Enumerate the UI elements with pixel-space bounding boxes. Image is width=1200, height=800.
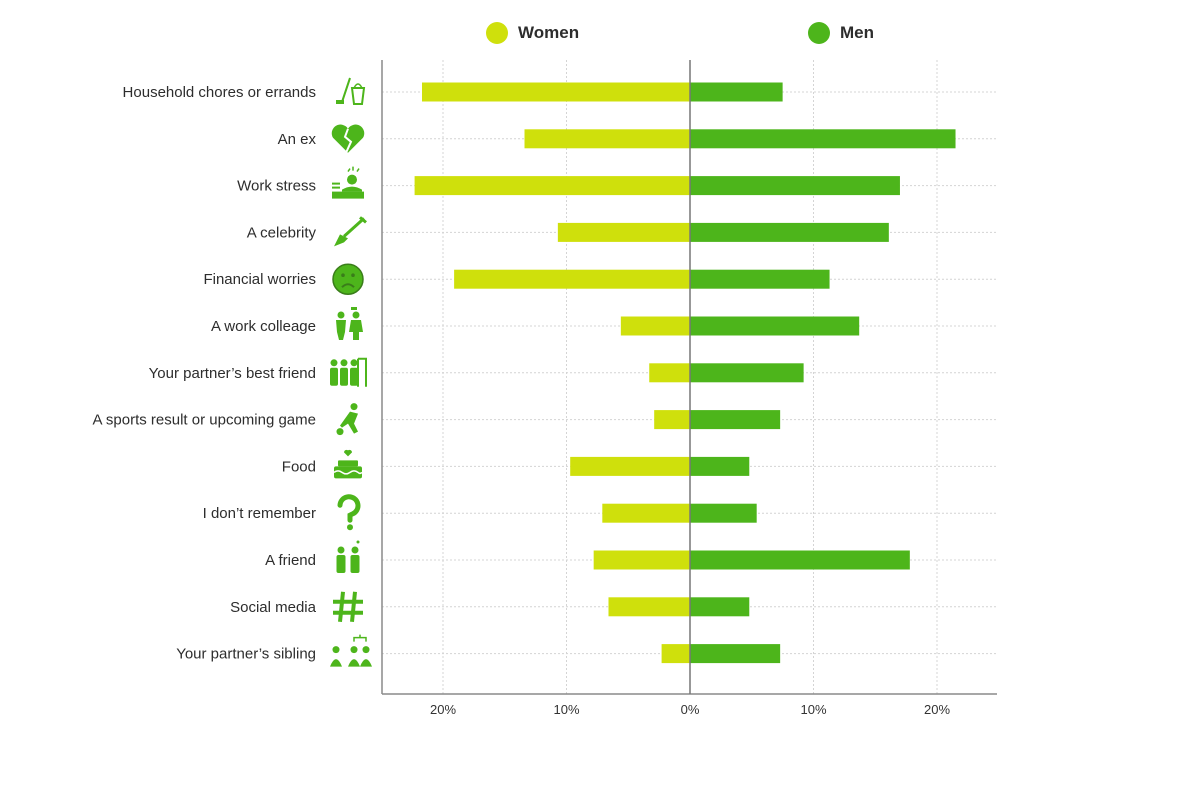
bar-men: [690, 410, 781, 430]
category-label: Financial worries: [203, 271, 316, 288]
bar-men: [690, 550, 910, 570]
bar-women: [422, 82, 690, 102]
bar-men: [690, 644, 781, 664]
family-tree-icon: [330, 634, 372, 667]
bar-women: [414, 176, 690, 196]
stressed-worker-at-desk-icon: [332, 166, 364, 199]
bar-men: [690, 222, 889, 242]
category-label: A friend: [265, 552, 316, 569]
bar-men: [690, 597, 750, 617]
group-of-friends-icon: [330, 357, 367, 387]
bar-layer: [414, 82, 956, 664]
bar-women: [593, 550, 690, 570]
bar-women: [608, 597, 690, 617]
category-label: Your partner’s sibling: [176, 646, 316, 663]
category-label: A celebrity: [247, 224, 317, 241]
bar-men: [690, 176, 900, 196]
legend-label-women: Women: [518, 23, 580, 42]
category-label-layer: Household chores or errands An ex Work str…: [93, 84, 317, 663]
bar-men: [690, 129, 956, 149]
bar-men: [690, 363, 804, 383]
x-tick-label: 10%: [800, 702, 826, 717]
footballer-icon: [336, 403, 358, 436]
category-label: Social media: [230, 599, 317, 616]
mop-and-bucket-icon: [336, 77, 366, 105]
category-label: A sports result or upcoming game: [93, 412, 316, 429]
sad-face-icon: [332, 263, 364, 295]
guitar-icon: [334, 216, 367, 247]
x-tick-label: 0%: [681, 702, 700, 717]
bar-men: [690, 269, 830, 289]
bar-women: [654, 410, 690, 430]
bar-women: [524, 129, 690, 149]
bar-women: [557, 222, 690, 242]
bar-women: [570, 456, 690, 476]
category-label: Your partner’s best friend: [149, 365, 316, 382]
bar-women: [661, 644, 690, 664]
women-swatch: [486, 22, 508, 44]
category-label: Work stress: [237, 178, 316, 195]
bar-women: [620, 316, 690, 336]
bar-men: [690, 503, 757, 523]
bar-women: [602, 503, 690, 523]
two-friends-icon: [336, 540, 360, 573]
legend-item-men: Men: [808, 22, 874, 44]
x-tick-label: 10%: [553, 702, 579, 717]
category-label: A work colleage: [211, 318, 316, 335]
colleagues-icon: [336, 307, 363, 340]
bar-women: [454, 269, 690, 289]
legend-item-women: Women: [486, 22, 579, 44]
category-label: Food: [282, 458, 316, 475]
category-label: An ex: [278, 131, 317, 148]
x-tick-label: 20%: [924, 702, 950, 717]
category-label: I don’t remember: [203, 505, 316, 522]
legend-label-men: Men: [840, 23, 874, 42]
question-mark-icon: [337, 494, 361, 531]
category-label: Household chores or errands: [123, 84, 316, 101]
cake-icon: [333, 449, 363, 479]
icon-layer: [330, 77, 372, 667]
bar-women: [649, 363, 690, 383]
men-swatch: [808, 22, 830, 44]
bar-men: [690, 316, 860, 336]
bar-men: [690, 456, 750, 476]
x-tick-label: 20%: [430, 702, 456, 717]
axis-layer: 20% 10% 0% 10% 20%: [381, 60, 997, 717]
bar-men: [690, 82, 783, 102]
hashtag-icon: [333, 591, 363, 622]
broken-heart-icon: [331, 124, 365, 154]
